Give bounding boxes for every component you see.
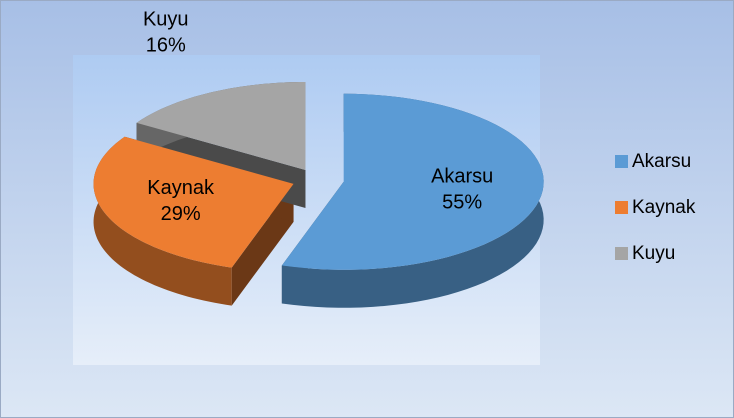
slice-tops	[93, 81, 544, 270]
legend-label: Kaynak	[632, 197, 696, 218]
legend-label: Akarsu	[632, 151, 691, 172]
data-label-category: Kaynak	[147, 177, 215, 199]
legend-label: Kuyu	[632, 243, 675, 264]
data-label: 16%	[146, 34, 186, 56]
data-label: 55%	[442, 191, 482, 213]
legend-swatch	[615, 155, 628, 168]
legend-swatch	[615, 247, 628, 260]
slice-side	[93, 136, 232, 306]
data-label-category: Akarsu	[431, 165, 493, 187]
slice	[136, 81, 306, 170]
legend-swatch	[615, 201, 628, 214]
data-label: 29%	[161, 203, 201, 225]
slice	[281, 93, 544, 270]
data-label-category: Kuyu	[143, 8, 189, 30]
slice	[93, 136, 294, 268]
